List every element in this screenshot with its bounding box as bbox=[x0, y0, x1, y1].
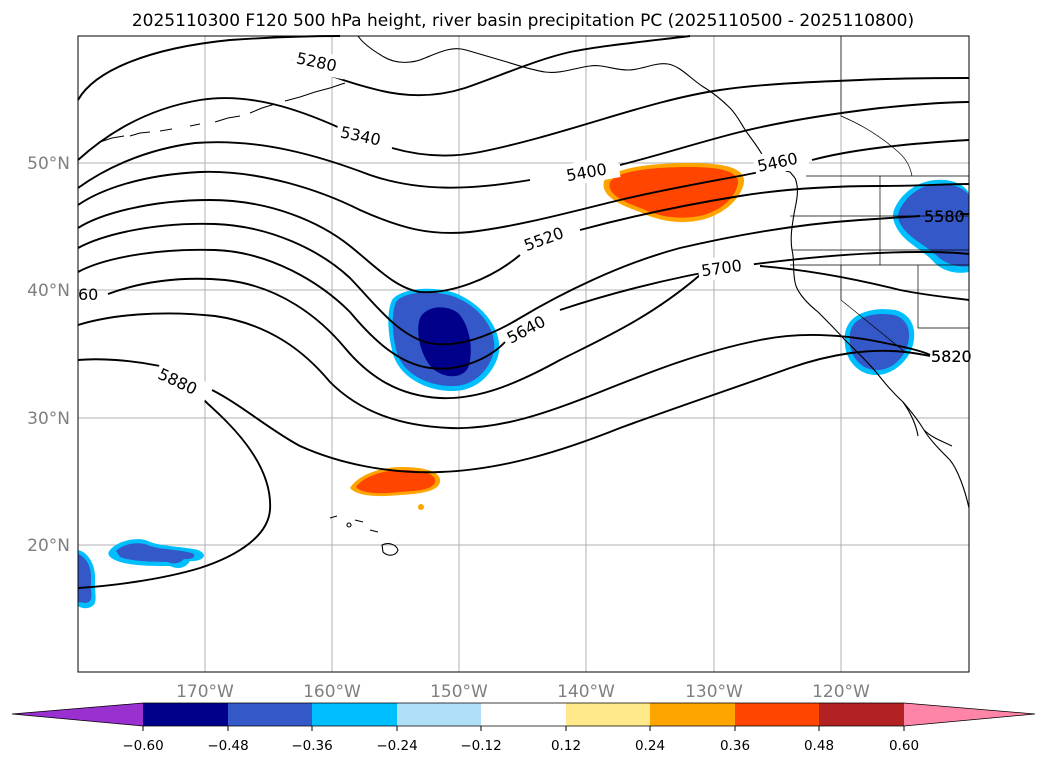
anomaly-central-pacific-core bbox=[418, 307, 471, 377]
border-states bbox=[790, 176, 969, 353]
anomaly-hawaii-dot bbox=[418, 504, 424, 510]
colorbar-label: −0.48 bbox=[207, 738, 248, 754]
anomaly-hawaii-core bbox=[356, 470, 436, 494]
anomaly-ne-pacific-core bbox=[609, 167, 739, 218]
map-background bbox=[78, 36, 969, 672]
contour-5280 bbox=[77, 35, 691, 101]
lon-label-140w: 140°W bbox=[557, 682, 615, 702]
contour-label-5580-top: 5580 bbox=[924, 207, 965, 226]
map-frame-top bbox=[77, 35, 970, 673]
lat-label-20n: 20°N bbox=[27, 536, 70, 556]
colorbar-segment bbox=[566, 703, 650, 726]
colorbar-segment bbox=[228, 703, 312, 726]
colorbar-segment bbox=[312, 703, 397, 726]
colorbar-label: 0.12 bbox=[551, 738, 581, 754]
contour-5580 bbox=[77, 213, 969, 346]
contour-5820 bbox=[77, 349, 931, 474]
colorbar-tick-labels: −0.60 −0.48 −0.36 −0.24 −0.12 0.12 0.24 … bbox=[122, 738, 919, 754]
latitude-labels: 50°N 40°N 30°N 20°N bbox=[27, 154, 70, 556]
graticule bbox=[78, 36, 969, 672]
border-alaska-canada bbox=[840, 36, 913, 177]
contour-label-5580: 5580 bbox=[924, 207, 965, 226]
lat-label-50n: 50°N bbox=[27, 154, 70, 174]
colorbar-label: −0.60 bbox=[122, 738, 163, 754]
contour-5700 bbox=[107, 265, 970, 400]
coastline-hawaii-dot bbox=[346, 522, 352, 528]
lon-label-150w: 150°W bbox=[430, 682, 488, 702]
lat-label-30n: 30°N bbox=[27, 409, 70, 429]
height-contours bbox=[77, 35, 970, 589]
lon-label-130w: 130°W bbox=[685, 682, 743, 702]
colorbar-segment bbox=[735, 703, 819, 726]
contour-5400 bbox=[77, 101, 970, 189]
contour-5520 bbox=[77, 183, 970, 294]
coastline-hawaii bbox=[329, 515, 399, 556]
contour-label-5820-top: 5820 bbox=[931, 347, 972, 366]
contour-label-5820: 5820 bbox=[931, 347, 972, 366]
contour-5760 bbox=[77, 312, 931, 430]
anomaly-sw-corner-mid bbox=[78, 554, 92, 603]
map-title: 2025110300 F120 500 hPa height, river ba… bbox=[132, 11, 914, 31]
right-margin bbox=[969, 36, 1047, 676]
anomaly-sw-islands-mid bbox=[116, 543, 195, 564]
lon-label-160w: 160°W bbox=[303, 682, 361, 702]
lat-label-40n: 40°N bbox=[27, 281, 70, 301]
colorbar-label: −0.12 bbox=[460, 738, 501, 754]
lon-label-120w: 120°W bbox=[812, 682, 870, 702]
map-plot: 5280 5340 5400 5460 5520 5580 5640 5700 … bbox=[77, 35, 972, 673]
colorbar: −0.60 −0.48 −0.36 −0.24 −0.12 0.12 0.24 … bbox=[11, 702, 1036, 754]
coastlines bbox=[99, 35, 970, 556]
lon-label-170w: 170°W bbox=[176, 682, 234, 702]
contour-labels: 5280 5340 5400 5460 5520 5580 5640 5700 … bbox=[78, 46, 972, 405]
colorbar-segment bbox=[143, 703, 228, 726]
coastline-baja bbox=[902, 401, 953, 447]
coastline-west-us bbox=[790, 177, 970, 509]
colorbar-extend-left bbox=[12, 703, 143, 726]
colorbar-label: 0.60 bbox=[889, 738, 919, 754]
colorbar-ticks bbox=[142, 726, 905, 731]
colorbar-label: −0.36 bbox=[291, 738, 332, 754]
colorbar-label: 0.48 bbox=[804, 738, 834, 754]
colorbar-label: −0.24 bbox=[376, 738, 417, 754]
colorbar-label: 0.36 bbox=[720, 738, 750, 754]
colorbar-label: 0.24 bbox=[635, 738, 665, 754]
colorbar-extend-right bbox=[904, 703, 1035, 726]
colorbar-segment bbox=[481, 703, 566, 726]
coastline-aleutians bbox=[99, 82, 346, 143]
contour-5640 bbox=[77, 248, 970, 370]
colorbar-segment bbox=[397, 703, 481, 726]
colorbar-segment bbox=[819, 703, 904, 726]
anomaly-pnw-mid bbox=[898, 183, 969, 267]
colorbar-segment bbox=[650, 703, 735, 726]
contour-label-60: 60 bbox=[78, 285, 98, 304]
contour-5880 bbox=[77, 391, 272, 589]
contour-5340 bbox=[77, 77, 970, 161]
contour-5460 bbox=[77, 139, 970, 234]
coastline-alaska bbox=[357, 35, 796, 179]
longitude-labels: 170°W 160°W 150°W 140°W 130°W 120°W bbox=[176, 682, 870, 702]
